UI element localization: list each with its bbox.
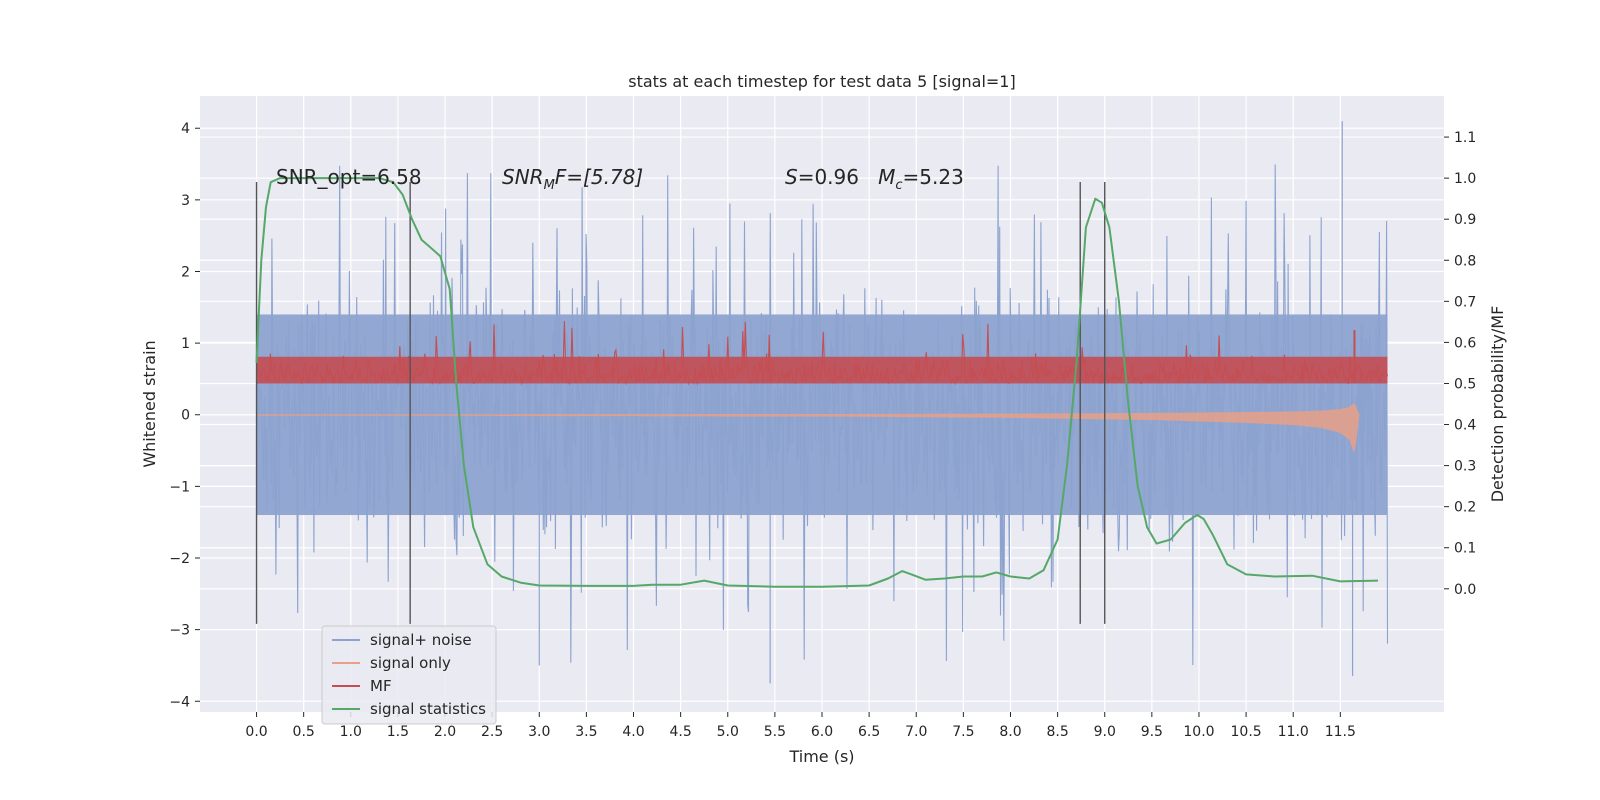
x-tick-label: 7.0 [905,724,927,740]
y2-tick-label: 0.6 [1454,335,1476,351]
x-tick-label: 11.5 [1325,724,1356,740]
x-tick-label: 4.5 [670,724,692,740]
mf-series [255,321,1389,386]
y2-tick-label: 0.2 [1454,500,1476,516]
snr-mf-value: F=[5.78] [555,165,643,189]
signal-only-envelope [256,403,1360,453]
annotation-snr-opt: SNR_opt=6.58 [276,165,422,189]
y-tick-label: 0 [181,408,190,424]
x-tick-label: 10.0 [1183,724,1214,740]
y2-tick-label: 0.7 [1454,294,1476,310]
legend-label-signal-statistics: signal statistics [370,700,486,718]
x-tick-label: 10.5 [1231,724,1262,740]
s-value: =0.96 [798,165,878,189]
y2-tick-label: 0.5 [1454,376,1476,392]
x-tick-label: 7.5 [952,724,974,740]
x-tick-label: 11.0 [1278,724,1309,740]
x-tick-label: 8.5 [1046,724,1068,740]
y2-axis-title: Detection probability/MF [1488,306,1507,503]
snr-mf-label: SNR [502,165,544,189]
signal-statistics-series [255,177,1379,588]
y-tick-label: 1 [181,336,190,352]
x-tick-label: 0.0 [245,724,267,740]
y2-tick-label: 0.4 [1454,418,1476,434]
legend-box [321,625,497,725]
x-axis-title: Time (s) [788,747,854,766]
x-tick-label: 2.5 [481,724,503,740]
mf-line [255,321,1389,386]
y2-tick-label: 0.1 [1454,541,1476,557]
y2-tick-label: 0.0 [1454,582,1476,598]
x-tick-label: 2.0 [434,724,456,740]
vertical-markers [255,181,1106,624]
chart-title: stats at each timestep for test data 5 [… [628,72,1015,91]
y-tick-label: −2 [169,551,190,567]
y-tick-label: 3 [181,193,190,209]
legend-label-mf: MF [370,677,392,695]
mc-subscript: c [895,178,902,193]
mc-value: =5.23 [903,165,964,189]
snr-mf-subscript: M [544,178,555,193]
y-axis-title: Whitened strain [140,340,159,467]
y2-tick-label: 1.1 [1454,130,1476,146]
x-tick-label: 3.5 [575,724,597,740]
y-tick-label: −1 [169,479,190,495]
signal-only-series [256,403,1360,453]
axes: 0.0 0.5 1.0 1.5 2.0 2.5 3.0 3.5 4.0 4.5 5.0 5.5 6.0 6… [169,121,1476,740]
x-tick-label: 4.0 [622,724,644,740]
y2-tick-label: 0.3 [1454,459,1476,475]
y2-tick-label: 1.0 [1454,171,1476,187]
y-tick-label: −3 [169,623,190,639]
y2-tick-label: 0.9 [1454,212,1476,228]
x-tick-label: 8.0 [999,724,1021,740]
x-tick-label: 9.5 [1141,724,1163,740]
y-tick-label: 4 [181,121,190,137]
annotation-s-mc: S=0.96 Mc=5.23 [785,165,964,193]
y-tick-label: 2 [181,264,190,280]
x-tick-label: 5.0 [717,724,739,740]
annotation-snr-mf: SNRMF=[5.78] [502,165,643,193]
x-tick-label: 6.0 [811,724,833,740]
x-tick-label: 6.5 [858,724,880,740]
x-tick-label: 3.0 [528,724,550,740]
x-tick-label: 1.0 [340,724,362,740]
x-tick-label: 5.5 [764,724,786,740]
legend: signal+ noise signal only MF signal stat… [321,625,497,725]
s-label: S [785,165,798,189]
legend-label-signal-only: signal only [370,654,451,672]
legend-label-signal-noise: signal+ noise [370,631,472,649]
y2-tick-label: 0.8 [1454,253,1476,269]
mc-label: M [878,165,895,189]
x-tick-label: 9.0 [1094,724,1116,740]
x-tick-label: 1.5 [387,724,409,740]
x-tick-label: 0.5 [293,724,315,740]
signal-statistics-line [255,177,1379,588]
y-tick-label: −4 [169,694,190,710]
